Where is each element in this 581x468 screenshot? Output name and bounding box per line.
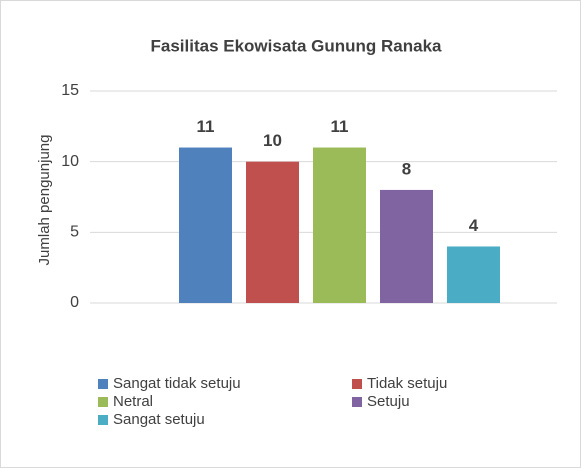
legend-swatch xyxy=(98,379,108,389)
bar xyxy=(179,147,232,303)
y-axis-label: Jumlah pengunjung xyxy=(36,135,53,266)
chart-title: Fasilitas Ekowisata Gunung Ranaka xyxy=(151,36,443,55)
legend-label: Netral xyxy=(113,393,153,410)
data-label: 10 xyxy=(263,131,282,150)
bar xyxy=(246,161,299,303)
data-label: 11 xyxy=(331,117,349,136)
legend-swatch xyxy=(98,397,108,407)
y-tick-label: 5 xyxy=(70,224,79,241)
legend-swatch xyxy=(98,415,108,425)
legend-label: Tidak setuju xyxy=(367,375,447,392)
y-tick-label: 10 xyxy=(61,153,79,170)
legend-label: Setuju xyxy=(367,393,410,410)
y-tick-label: 0 xyxy=(70,294,79,311)
bar xyxy=(313,147,366,303)
data-label: 11 xyxy=(197,117,215,136)
legend-swatch xyxy=(352,397,362,407)
legend-swatch xyxy=(352,379,362,389)
legend-label: Sangat tidak setuju xyxy=(113,375,241,392)
bar xyxy=(380,189,433,303)
data-label: 4 xyxy=(469,216,479,235)
legend-label: Sangat setuju xyxy=(113,411,205,428)
data-label: 8 xyxy=(402,159,411,178)
bar xyxy=(447,246,500,303)
y-tick-label: 15 xyxy=(61,82,79,99)
